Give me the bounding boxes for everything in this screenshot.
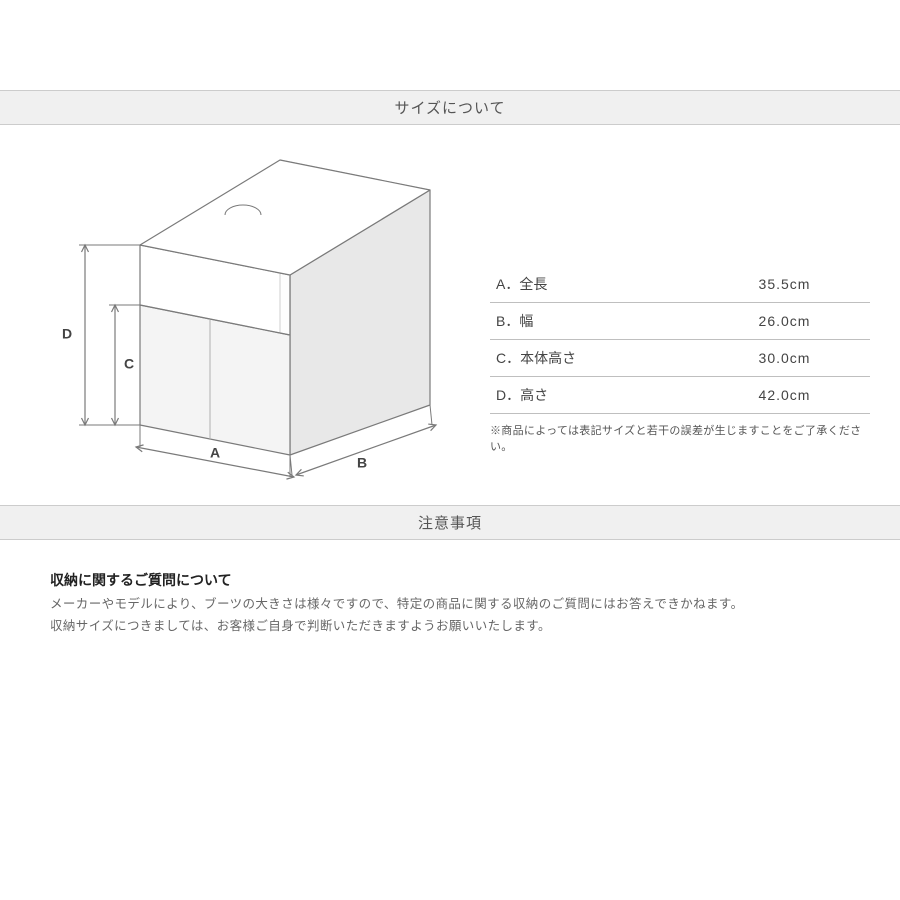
table-row: B．幅26.0cm — [490, 303, 870, 340]
dim-label: A．全長 — [490, 266, 699, 303]
table-row: A．全長35.5cm — [490, 266, 870, 303]
svg-text:D: D — [62, 326, 72, 342]
notes-body: 収納に関するご質問について メーカーやモデルにより、ブーツの大きさは様々ですので… — [0, 540, 900, 668]
svg-text:A: A — [210, 445, 220, 461]
size-section: D C A B A．全長35.5cmB．幅26.0cmC．本体高さ30.0cmD．高さ… — [0, 125, 900, 505]
notes-section-header: 注意事項 — [0, 505, 900, 540]
size-section-header: サイズについて — [0, 90, 900, 125]
notes-heading: 収納に関するご質問について — [50, 570, 850, 590]
dim-value: 35.5cm — [699, 266, 870, 303]
dim-label: C．本体高さ — [490, 340, 699, 377]
size-footnote: ※商品によっては表記サイズと若干の誤差が生じますことをご了承ください。 — [490, 422, 870, 454]
size-table-wrap: A．全長35.5cmB．幅26.0cmC．本体高さ30.0cmD．高さ42.0c… — [460, 186, 870, 454]
dim-label: D．高さ — [490, 377, 699, 414]
svg-text:C: C — [124, 356, 134, 372]
notes-line-1: メーカーやモデルにより、ブーツの大きさは様々ですので、特定の商品に関する収納のご… — [50, 597, 743, 611]
table-row: C．本体高さ30.0cm — [490, 340, 870, 377]
size-diagram: D C A B — [30, 155, 460, 485]
notes-text: メーカーやモデルにより、ブーツの大きさは様々ですので、特定の商品に関する収納のご… — [50, 594, 850, 638]
size-table: A．全長35.5cmB．幅26.0cmC．本体高さ30.0cmD．高さ42.0c… — [490, 266, 870, 414]
dim-value: 42.0cm — [699, 377, 870, 414]
notes-line-2: 収納サイズにつきましては、お客様ご自身で判断いただきますようお願いいたします。 — [50, 619, 551, 633]
dim-label: B．幅 — [490, 303, 699, 340]
table-row: D．高さ42.0cm — [490, 377, 870, 414]
dim-value: 26.0cm — [699, 303, 870, 340]
dim-value: 30.0cm — [699, 340, 870, 377]
svg-text:B: B — [357, 455, 367, 471]
